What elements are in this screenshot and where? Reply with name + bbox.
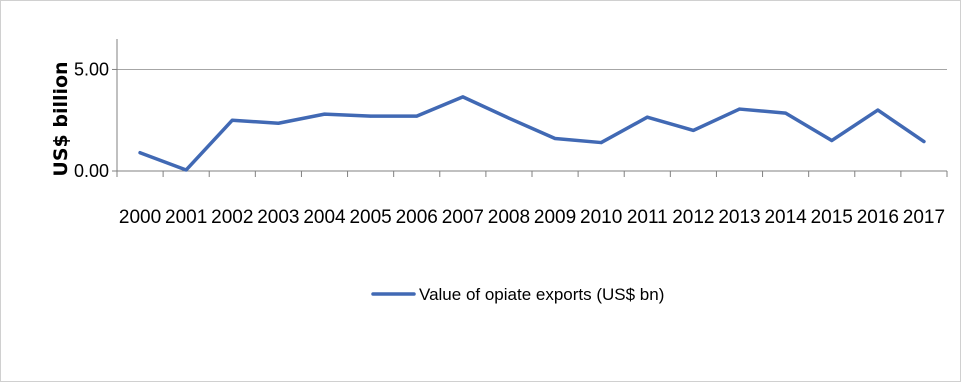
data-point bbox=[276, 121, 280, 125]
data-point bbox=[323, 112, 326, 116]
y-tick-labels: 0.00 5.00 bbox=[74, 59, 109, 181]
legend: Value of opiate exports (US$ bn) bbox=[371, 285, 664, 304]
y-tick-label: 5.00 bbox=[74, 59, 109, 79]
x-tick-label: 2001 bbox=[165, 207, 207, 228]
data-point bbox=[184, 168, 188, 172]
data-point bbox=[876, 108, 880, 112]
data-point bbox=[645, 115, 649, 119]
data-point bbox=[415, 114, 419, 118]
legend-label: Value of opiate exports (US$ bn) bbox=[419, 285, 664, 304]
x-tick-label: 2004 bbox=[303, 207, 346, 228]
series-line-opiate-exports bbox=[138, 95, 926, 172]
x-tick-label: 2014 bbox=[764, 207, 807, 228]
series-layer bbox=[138, 95, 926, 172]
x-tick-label: 2003 bbox=[257, 207, 299, 228]
x-tick-label: 2016 bbox=[857, 207, 899, 228]
data-point bbox=[922, 140, 926, 144]
x-tick-label: 2017 bbox=[903, 207, 945, 228]
x-tick-label: 2007 bbox=[442, 207, 484, 228]
x-tick-label: 2011 bbox=[627, 207, 668, 228]
x-tick-label: 2008 bbox=[488, 207, 530, 228]
data-point bbox=[230, 118, 234, 122]
data-point bbox=[830, 139, 834, 143]
data-point bbox=[507, 116, 511, 120]
x-tick-label: 2005 bbox=[349, 207, 391, 228]
data-point bbox=[599, 141, 603, 145]
data-point bbox=[691, 128, 695, 132]
x-tick-label: 2006 bbox=[396, 207, 438, 228]
data-point bbox=[461, 95, 465, 99]
x-tick-label: 2010 bbox=[580, 207, 622, 228]
x-tick-labels: 2000 2001 2002 2003 2004 2005 2006 2007 2008 2009… bbox=[119, 207, 945, 228]
data-point bbox=[553, 137, 557, 141]
x-tick-label: 2015 bbox=[811, 207, 853, 228]
axes bbox=[112, 39, 948, 177]
x-tick-label: 2002 bbox=[211, 207, 253, 228]
x-tick-label: 2000 bbox=[119, 207, 161, 228]
data-point bbox=[369, 114, 373, 118]
data-point bbox=[784, 111, 788, 115]
data-point bbox=[738, 107, 741, 111]
y-axis-title: US$ billion bbox=[50, 61, 72, 176]
x-tick-label: 2012 bbox=[672, 207, 714, 228]
x-tick-label: 2009 bbox=[534, 207, 576, 228]
data-point bbox=[138, 151, 142, 155]
y-tick-label: 0.00 bbox=[74, 161, 109, 181]
x-tick-label: 2013 bbox=[718, 207, 760, 228]
